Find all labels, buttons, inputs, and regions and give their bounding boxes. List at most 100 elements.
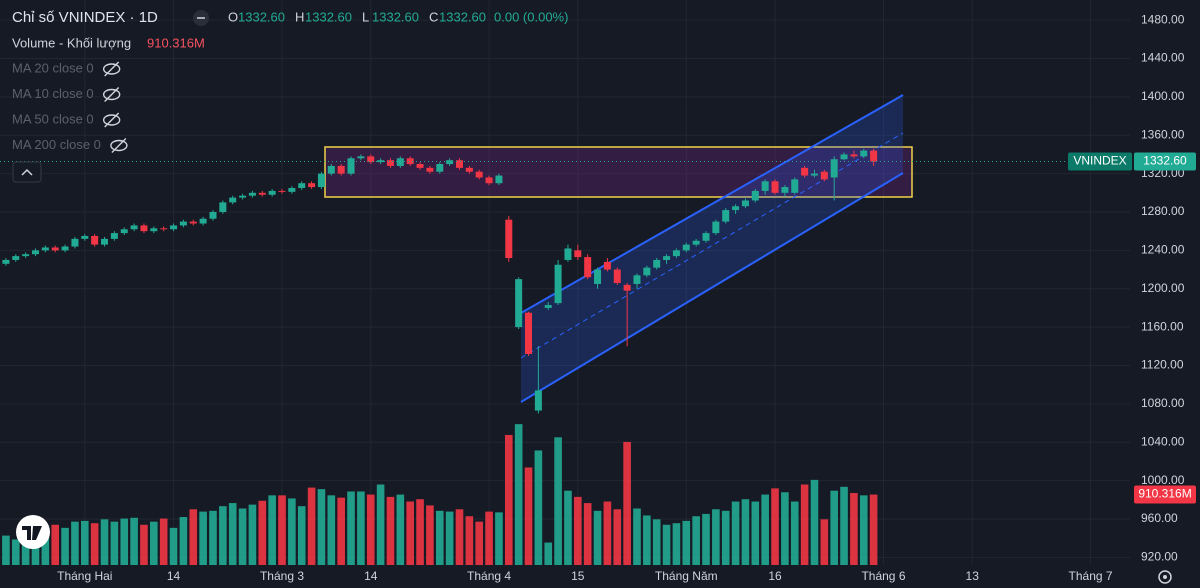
volume-bar <box>544 542 553 565</box>
candle-body <box>653 259 661 268</box>
volume-bar <box>357 491 365 565</box>
volume-bar <box>751 501 760 565</box>
volume-bar <box>327 495 336 565</box>
y-tick-label: 1080.00 <box>1141 396 1185 410</box>
volume-bar <box>731 501 740 565</box>
candle-body <box>386 160 394 166</box>
volume-bar <box>672 523 681 565</box>
volume-bar <box>435 510 444 565</box>
volume-bar <box>514 424 523 565</box>
symbol-tag: VNINDEX <box>1073 154 1126 168</box>
candle-body <box>712 221 720 234</box>
x-tick-label: Tháng Năm <box>655 569 718 583</box>
volume-bar <box>495 512 503 565</box>
volume-bar <box>840 486 848 565</box>
candle-body <box>544 305 552 308</box>
candle-body <box>41 247 49 251</box>
candle-body <box>810 173 818 176</box>
hide-icon[interactable] <box>110 139 128 152</box>
candle-body <box>436 164 444 172</box>
volume-bar <box>554 437 562 565</box>
volume-bar <box>485 511 493 565</box>
candle-body <box>633 275 641 284</box>
candle-body <box>357 156 365 159</box>
logo-mark <box>22 526 42 540</box>
candle-body <box>51 247 59 251</box>
volume-bar <box>465 516 474 565</box>
volume-bar <box>652 519 661 565</box>
settings-button[interactable] <box>1158 570 1172 584</box>
chart-title: Chỉ số VNINDEX · 1D <box>12 9 158 26</box>
ohlc-key: H <box>295 9 304 24</box>
volume-bar <box>169 527 178 565</box>
y-tick-label: 920.00 <box>1141 549 1178 563</box>
volume-bar <box>850 493 858 565</box>
ohlc-value: 1332.60 <box>439 9 486 24</box>
volume-bar <box>120 518 129 565</box>
x-tick-label: 13 <box>966 569 980 583</box>
volume-bar <box>593 510 602 565</box>
candle-body <box>327 165 335 174</box>
volume-bar <box>51 524 60 565</box>
indicator-label: MA 200 close 0 <box>12 137 101 152</box>
candle-body <box>525 312 533 354</box>
candle-body <box>475 171 483 178</box>
collapse-button[interactable] <box>12 161 42 183</box>
x-tick-label: Tháng 4 <box>467 569 511 583</box>
volume-bar <box>504 434 513 565</box>
ohlc-key: O <box>228 9 238 24</box>
y-tick-label: 1000.00 <box>1141 473 1185 487</box>
candle-body <box>278 190 286 192</box>
indicator-label: MA 50 close 0 <box>12 111 94 126</box>
y-tick-label: 1400.00 <box>1141 89 1185 103</box>
volume-bar <box>721 510 730 565</box>
candle-body <box>781 187 789 193</box>
volume-bar <box>307 487 316 565</box>
hide-icon[interactable] <box>102 114 121 126</box>
hide-icon[interactable] <box>102 63 121 75</box>
candle-body <box>140 225 148 232</box>
candle-body <box>248 192 256 196</box>
candle-body <box>603 261 611 270</box>
candle-body <box>31 250 39 255</box>
volume-bar <box>179 517 188 565</box>
hide-icon-slash <box>111 138 127 153</box>
candle-body <box>288 188 296 192</box>
candle-body <box>367 156 375 163</box>
candle-body <box>771 181 779 193</box>
volume-bar <box>633 508 641 565</box>
volume-bar <box>445 511 454 565</box>
channel-lower[interactable] <box>520 172 904 403</box>
indicators: MA 20 close 0 MA 10 close 0 MA 50 close 0 M… <box>12 60 128 153</box>
change-value: 0.00 (0.00%) <box>494 9 568 24</box>
volume-bar <box>21 532 30 565</box>
volume-bar <box>790 501 799 565</box>
hide-icon[interactable] <box>102 88 121 101</box>
volume-bar <box>238 508 247 565</box>
volume-bar <box>643 515 651 565</box>
candle-body <box>495 175 503 184</box>
volume-bar <box>682 520 691 565</box>
candle-body <box>663 256 671 260</box>
y-tick-label: 1040.00 <box>1141 434 1185 448</box>
ohlc-value: 1332.60 <box>372 9 419 24</box>
candle-body <box>258 192 266 195</box>
candle-body <box>692 240 700 245</box>
volume-bar <box>140 524 148 565</box>
volume-bar <box>268 495 276 565</box>
volume-bar <box>199 511 207 565</box>
x-tick-label: 16 <box>768 569 782 583</box>
volume-bar <box>406 501 414 565</box>
volume-bar <box>761 494 769 565</box>
volume-bar <box>100 519 109 565</box>
price-axis: 1480.001440.001400.001360.001320.001280.… <box>57 12 1196 583</box>
candle-body <box>120 229 128 234</box>
volume-bar <box>337 497 345 565</box>
volume-bar <box>396 494 405 565</box>
candle-body <box>308 183 316 188</box>
volume-bar <box>564 490 572 565</box>
x-tick-label: 14 <box>364 569 378 583</box>
volume-bar <box>288 498 296 565</box>
candle-body <box>199 218 207 224</box>
candle-body <box>317 173 325 188</box>
